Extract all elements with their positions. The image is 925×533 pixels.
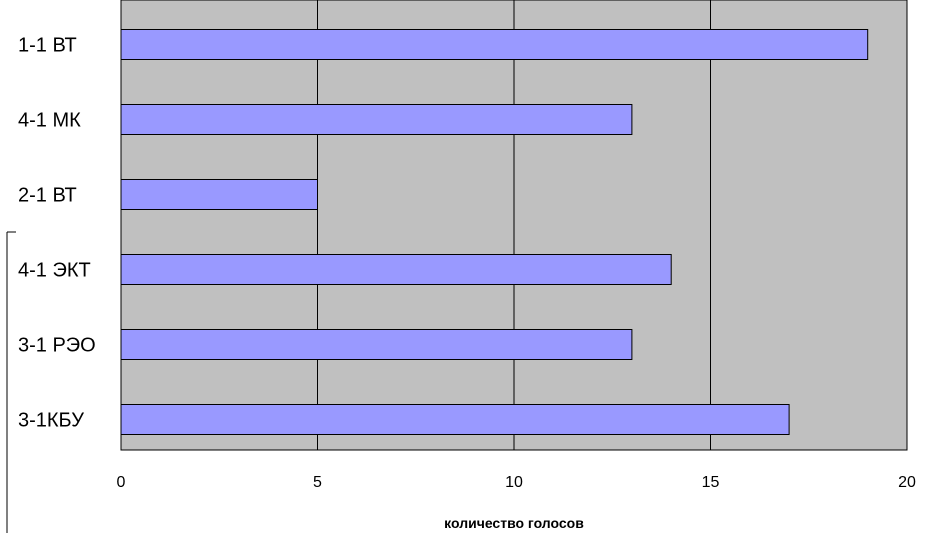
x-tick-label: 15	[702, 474, 720, 491]
bar	[120, 254, 672, 285]
bar	[120, 179, 318, 210]
category-label: 2-1 ВТ	[18, 185, 77, 207]
category-label: 1-1 ВТ	[18, 35, 77, 57]
x-tick-label: 20	[898, 474, 916, 491]
bar	[120, 29, 869, 60]
bar	[120, 104, 633, 135]
category-label: 3-1КБУ	[18, 410, 84, 432]
x-tick-labels: 0 5 10 15 20	[117, 474, 916, 491]
category-label: 4-1 ЭКТ	[18, 260, 91, 282]
x-tick-label: 0	[117, 474, 126, 491]
x-tick-label: 10	[505, 474, 523, 491]
x-axis-title: количество голосов	[444, 515, 584, 531]
bar	[120, 329, 633, 360]
x-tick-label: 5	[313, 474, 322, 491]
bar	[120, 404, 790, 435]
grid-lines	[317, 0, 711, 450]
category-label: 4-1 МК	[18, 110, 81, 132]
bars	[120, 29, 869, 435]
category-labels: 1-1 ВТ 4-1 МК 2-1 ВТ 4-1 ЭКТ 3-1 РЭО 3-1КБУ	[18, 35, 96, 432]
category-label: 3-1 РЭО	[18, 335, 96, 357]
